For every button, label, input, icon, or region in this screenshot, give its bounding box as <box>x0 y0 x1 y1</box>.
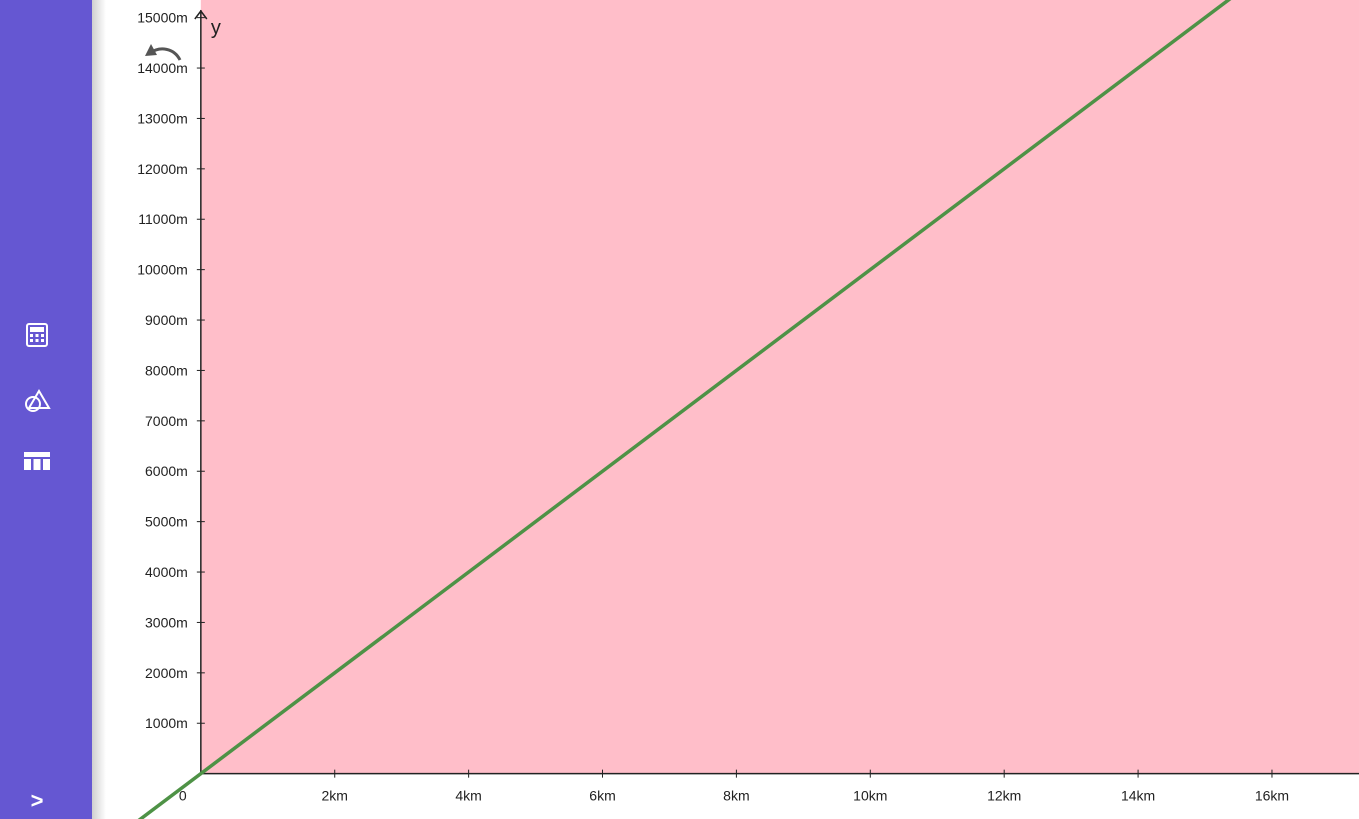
origin-label: 0 <box>179 788 187 804</box>
y-tick-label: 8000m <box>145 362 188 378</box>
x-tick-label: 2km <box>322 788 348 804</box>
y-tick-label: 3000m <box>145 614 188 630</box>
sidebar-shadow <box>92 0 106 819</box>
y-axis-arrow <box>194 9 208 20</box>
undo-icon[interactable] <box>142 40 186 66</box>
series <box>134 0 1359 819</box>
sidebar: > <box>0 0 92 819</box>
geometry-icon[interactable] <box>22 386 52 416</box>
x-tick-label: 6km <box>589 788 615 804</box>
x-tick-label: 16km <box>1255 788 1289 804</box>
shaded-region <box>200 0 1359 774</box>
x-tick-label: 10km <box>853 788 887 804</box>
y-tick-label: 10000m <box>137 262 188 278</box>
x-tick-label: 8km <box>723 788 749 804</box>
x-axis-ticks: 2km 4km 6km 8km 10km 12km 14km 16km <box>322 769 1289 804</box>
y-tick-label: 6000m <box>145 463 188 479</box>
y-tick-label: 4000m <box>145 564 188 580</box>
y-tick-label: 11000m <box>138 211 188 227</box>
x-tick-label: 4km <box>455 788 481 804</box>
y-tick-label: 2000m <box>145 665 188 681</box>
y-tick-label: 13000m <box>137 110 188 126</box>
y-tick-label: 5000m <box>145 514 188 530</box>
y-tick-label: 14000m <box>137 60 188 76</box>
x-tick-label: 14km <box>1121 788 1155 804</box>
calculator-icon[interactable] <box>22 320 52 350</box>
y-tick-label: 15000m <box>137 10 188 26</box>
series-line[interactable] <box>134 0 1359 819</box>
y-tick-label: 1000m <box>145 715 188 731</box>
y-axis-name: y <box>211 17 221 39</box>
x-tick-label: 12km <box>987 788 1021 804</box>
expand-sidebar-button[interactable]: > <box>30 788 44 813</box>
table-icon[interactable] <box>22 446 52 476</box>
y-tick-label: 12000m <box>137 161 188 177</box>
y-tick-label: 7000m <box>145 413 188 429</box>
y-tick-label: 9000m <box>145 312 188 328</box>
y-axis-ticks: 1000m 2000m 3000m 4000m 5000m 6000m 7000m 8000m… <box>137 10 205 731</box>
